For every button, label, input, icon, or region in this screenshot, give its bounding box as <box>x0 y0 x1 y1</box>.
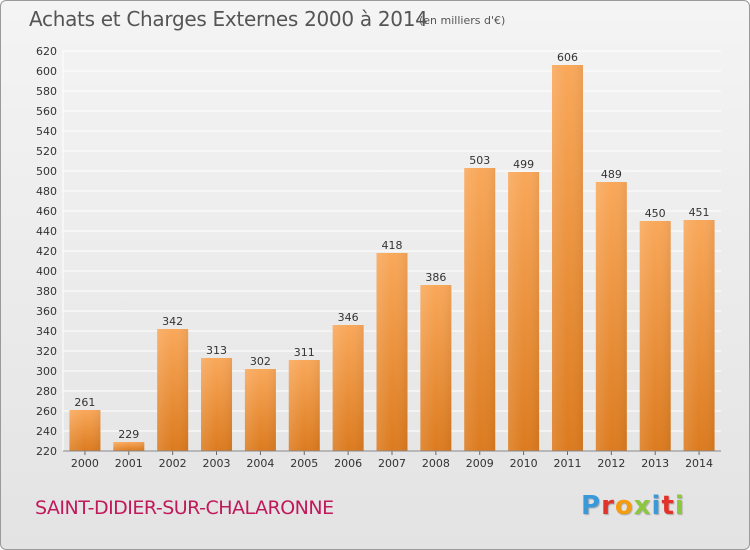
proxiti-logo: Proxiti <box>581 491 685 521</box>
y-tick-label: 600 <box>36 65 57 78</box>
y-tick-label: 440 <box>36 225 57 238</box>
bar-value-label: 450 <box>645 207 666 220</box>
bar-value-label: 503 <box>469 154 490 167</box>
y-tick-label: 580 <box>36 85 57 98</box>
logo-letter: r <box>601 491 615 521</box>
bar-shine <box>157 329 189 451</box>
y-axis-ticks: 220 240 260 280 300 320 340 360 380 400 420 440 460 4… <box>36 45 57 458</box>
chart-subtitle: (en milliers d'€) <box>419 14 506 27</box>
logo-letter: x <box>633 491 652 521</box>
x-tick-label: 2002 <box>159 457 187 470</box>
y-tick-label: 460 <box>36 205 57 218</box>
y-tick-label: 620 <box>36 45 57 58</box>
bar-shine <box>639 221 671 451</box>
bar-value-label: 499 <box>513 158 534 171</box>
bar-shine <box>376 253 408 451</box>
y-tick-label: 380 <box>36 285 57 298</box>
logo-letter: o <box>614 491 634 521</box>
x-tick-label: 2000 <box>71 457 99 470</box>
y-tick-label: 360 <box>36 305 57 318</box>
y-tick-label: 560 <box>36 105 57 118</box>
x-axis-ticks: 2000 2001 2002 2003 2004 2005 2006 2007 2008 2009… <box>63 450 721 470</box>
x-tick-label: 2006 <box>334 457 362 470</box>
x-tick-label: 2001 <box>115 457 143 470</box>
bar-value-label: 489 <box>601 168 622 181</box>
y-tick-label: 300 <box>36 365 57 378</box>
bar-shine <box>595 182 627 451</box>
y-tick-label: 420 <box>36 245 57 258</box>
x-tick-label: 2014 <box>685 457 713 470</box>
bar-shine <box>464 168 496 451</box>
bar-value-label: 386 <box>425 271 446 284</box>
logo-letter: t <box>661 491 675 521</box>
y-tick-label: 320 <box>36 345 57 358</box>
bar-value-label: 261 <box>74 396 95 409</box>
y-tick-label: 480 <box>36 185 57 198</box>
bar-shine <box>683 220 715 451</box>
bar-shine <box>201 358 233 451</box>
x-tick-label: 2003 <box>203 457 231 470</box>
x-tick-label: 2012 <box>597 457 625 470</box>
bar-shine <box>551 65 583 451</box>
x-tick-label: 2013 <box>641 457 669 470</box>
bar-shine <box>332 325 364 451</box>
x-tick-label: 2005 <box>290 457 318 470</box>
bar-value-label: 346 <box>338 311 359 324</box>
bar-value-label: 606 <box>557 51 578 64</box>
x-tick-label: 2004 <box>246 457 274 470</box>
bar-shine <box>244 369 276 451</box>
bar-value-label: 418 <box>382 239 403 252</box>
y-tick-label: 540 <box>36 125 57 138</box>
chart-title: Achats et Charges Externes 2000 à 2014 <box>29 7 428 31</box>
logo-letter: i <box>651 491 662 521</box>
x-tick-label: 2009 <box>466 457 494 470</box>
bar-value-label: 451 <box>689 206 710 219</box>
y-tick-label: 280 <box>36 385 57 398</box>
y-tick-label: 520 <box>36 145 57 158</box>
y-tick-label: 400 <box>36 265 57 278</box>
bar-shine <box>69 410 101 451</box>
y-tick-label: 260 <box>36 405 57 418</box>
x-tick-label: 2011 <box>553 457 581 470</box>
bars: 261 229 342 313 302 311 346 418 386 503 499 606 489 4… <box>69 51 715 451</box>
y-tick-label: 220 <box>36 445 57 458</box>
bar-value-label: 311 <box>294 346 315 359</box>
x-tick-label: 2010 <box>510 457 538 470</box>
x-tick-label: 2007 <box>378 457 406 470</box>
bar-shine <box>508 172 540 451</box>
logo-letter: i <box>674 491 685 521</box>
x-tick-label: 2008 <box>422 457 450 470</box>
y-tick-label: 500 <box>36 165 57 178</box>
bar-value-label: 342 <box>162 315 183 328</box>
bar-value-label: 229 <box>118 428 139 441</box>
y-tick-label: 340 <box>36 325 57 338</box>
bar-value-label: 313 <box>206 344 227 357</box>
commune-name: SAINT-DIDIER-SUR-CHALARONNE <box>35 497 334 519</box>
bar-shine <box>420 285 452 451</box>
logo-letter: P <box>581 491 602 521</box>
y-tick-label: 240 <box>36 425 57 438</box>
bar-shine <box>288 360 320 451</box>
bar-shine <box>113 442 145 451</box>
bar-value-label: 302 <box>250 355 271 368</box>
